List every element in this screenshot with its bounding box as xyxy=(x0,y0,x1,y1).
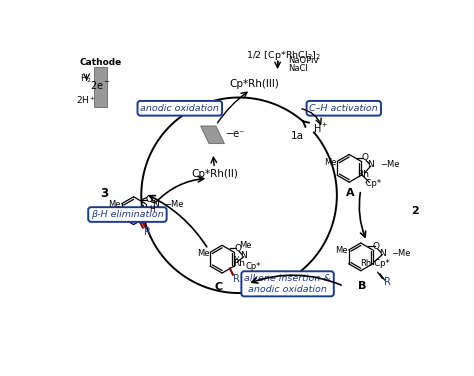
Text: −Me: −Me xyxy=(392,249,411,258)
Text: IV: IV xyxy=(233,256,239,261)
Text: 2: 2 xyxy=(411,206,419,216)
Text: β-H elimination: β-H elimination xyxy=(91,210,164,219)
Text: H: H xyxy=(149,205,155,214)
Text: Me: Me xyxy=(335,246,348,255)
Text: Rh: Rh xyxy=(357,170,369,179)
Text: Me: Me xyxy=(197,249,209,258)
Text: O: O xyxy=(146,196,153,205)
Text: 2H$^+$: 2H$^+$ xyxy=(76,95,97,106)
Text: O: O xyxy=(373,242,380,250)
Text: Me: Me xyxy=(108,200,120,209)
Text: Rh-Cp*: Rh-Cp* xyxy=(360,259,390,268)
Text: 1a: 1a xyxy=(290,131,303,141)
Text: C: C xyxy=(214,282,222,292)
Text: −e⁻: −e⁻ xyxy=(226,129,245,139)
Text: ·Cp*: ·Cp* xyxy=(363,179,382,188)
Text: anodic oxidation: anodic oxidation xyxy=(140,104,219,113)
Text: N: N xyxy=(367,160,374,169)
Text: C–H activation: C–H activation xyxy=(310,104,378,113)
Text: B: B xyxy=(358,281,366,291)
Text: A: A xyxy=(346,188,355,198)
Text: Me: Me xyxy=(324,158,336,167)
Text: Me: Me xyxy=(239,241,252,250)
Text: 3: 3 xyxy=(100,187,109,200)
Text: Cp*Rh(II): Cp*Rh(II) xyxy=(191,170,238,179)
Text: NaCl: NaCl xyxy=(288,64,308,73)
Text: O: O xyxy=(361,153,368,162)
Text: 1/2 [Cp*RhCl$_2$]$_2$: 1/2 [Cp*RhCl$_2$]$_2$ xyxy=(246,49,321,62)
Text: R: R xyxy=(384,276,391,287)
Text: Cp*Rh(III): Cp*Rh(III) xyxy=(229,79,279,89)
Polygon shape xyxy=(201,126,225,144)
Text: O: O xyxy=(234,244,241,253)
Text: Rh: Rh xyxy=(233,259,245,268)
Text: N: N xyxy=(379,249,386,258)
Text: H$^+$: H$^+$ xyxy=(313,122,328,135)
Text: N: N xyxy=(152,200,158,209)
Bar xyxy=(93,67,108,107)
Text: N: N xyxy=(240,251,247,260)
Text: −Me: −Me xyxy=(164,200,184,209)
Text: R: R xyxy=(144,227,151,237)
Text: H$_2$: H$_2$ xyxy=(81,73,93,85)
Text: Cp*: Cp* xyxy=(245,262,261,271)
Text: 2e$^-$: 2e$^-$ xyxy=(90,79,111,91)
Text: NaOPiv: NaOPiv xyxy=(288,56,319,65)
Text: R: R xyxy=(233,274,239,284)
Text: alkene insertion &
anodic oxidation: alkene insertion & anodic oxidation xyxy=(244,274,331,294)
Text: −Me: −Me xyxy=(380,160,400,169)
Text: Cathode: Cathode xyxy=(79,58,122,67)
